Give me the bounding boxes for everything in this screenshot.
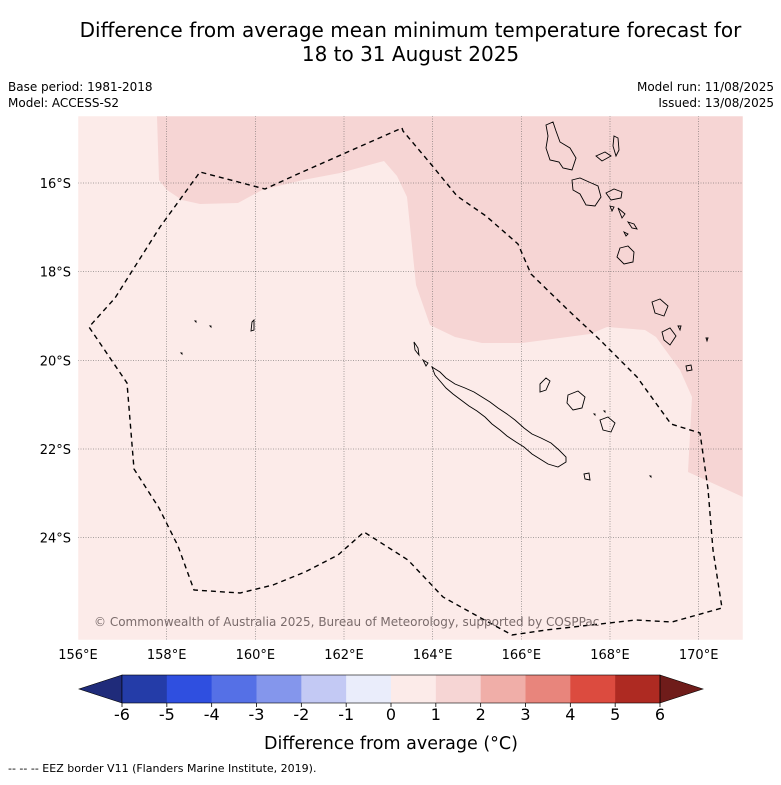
lon-tick-label: 170°E — [679, 648, 719, 663]
land-new-caledonia — [179, 318, 652, 481]
colorbar — [78, 674, 704, 704]
longitude-axis: 156°E 158°E 160°E 162°E 164°E 166°E 168°E 170°E — [58, 648, 718, 663]
lon-tick-label: 162°E — [324, 648, 364, 663]
model-run: Model run: 11/08/2025 — [636, 80, 774, 94]
colorbar-segment — [615, 675, 661, 703]
colorbar-tick-label: -2 — [293, 705, 309, 724]
meta-right: Model run: 11/08/2025 Issued: 13/08/2025 — [637, 79, 774, 111]
colorbar-segment — [301, 675, 347, 703]
lon-tick-label: 166°E — [502, 648, 542, 663]
lon-tick-label: 158°E — [147, 648, 187, 663]
colorbar-tick-label: -6 — [114, 705, 130, 724]
colorbar-tick-label: -3 — [249, 705, 265, 724]
lat-tick-label: 22°S — [40, 443, 71, 458]
issued-date: Issued: 13/08/2025 — [658, 96, 774, 110]
graticule — [78, 116, 743, 640]
meta-left: Base period: 1981-2018 Model: ACCESS-S2 — [8, 79, 153, 111]
colorbar-tick-label: 5 — [610, 705, 620, 724]
latitude-axis: 16°S 18°S 20°S 22°S 24°S — [40, 177, 71, 547]
colorbar-segment — [525, 675, 571, 703]
copyright-text: © Commonwealth of Australia 2025, Bureau… — [94, 615, 599, 629]
land-vanuatu — [545, 121, 709, 372]
base-period: Base period: 1981-2018 — [8, 80, 153, 94]
lat-tick-label: 24°S — [40, 532, 71, 547]
lon-tick-label: 160°E — [236, 648, 276, 663]
colorbar-tick-label: 1 — [431, 705, 441, 724]
footer-note: -- -- -- EEZ border V11 (Flanders Marine… — [8, 762, 317, 775]
colorbar-tick-label: -4 — [204, 705, 220, 724]
anomaly-region-1-to-2 — [157, 116, 743, 497]
colorbar-extend-high — [659, 674, 704, 704]
colorbar-extend-low — [78, 674, 123, 704]
colorbar-tick-label: 2 — [476, 705, 486, 724]
colorbar-tick-label: -5 — [159, 705, 175, 724]
colorbar-segment — [435, 675, 481, 703]
colorbar-tick-label: -1 — [338, 705, 354, 724]
colorbar-segment — [122, 675, 168, 703]
chart-title: Difference from average mean minimum tem… — [0, 18, 781, 66]
lon-tick-label: 164°E — [413, 648, 453, 663]
lon-tick-label: 156°E — [58, 648, 98, 663]
colorbar-segment — [211, 675, 257, 703]
title-line-2: 18 to 31 August 2025 — [301, 42, 520, 66]
colorbar-tick-label: 4 — [565, 705, 575, 724]
colorbar-label: Difference from average (°C) — [264, 734, 518, 754]
lat-tick-label: 18°S — [40, 266, 71, 281]
colorbar-segment — [346, 675, 392, 703]
colorbar-segment — [166, 675, 212, 703]
colorbar-ticks: -6 -5 -4 -3 -2 -1 0 1 2 3 4 5 6 — [114, 703, 665, 724]
colorbar-tick-label: 6 — [655, 705, 665, 724]
colorbar-segment — [256, 675, 302, 703]
colorbar-segment — [480, 675, 526, 703]
model-name: Model: ACCESS-S2 — [8, 96, 120, 110]
lat-tick-label: 20°S — [40, 354, 71, 369]
map-frame — [77, 115, 744, 641]
lat-tick-label: 16°S — [40, 177, 71, 192]
colorbar-tick-label: 3 — [520, 705, 530, 724]
eez-border — [88, 127, 723, 636]
colorbar-segment — [391, 675, 437, 703]
colorbar-tick-label: 0 — [386, 705, 396, 724]
colorbar-segment — [570, 675, 616, 703]
title-line-1: Difference from average mean minimum tem… — [79, 18, 742, 42]
lon-tick-label: 168°E — [590, 648, 630, 663]
